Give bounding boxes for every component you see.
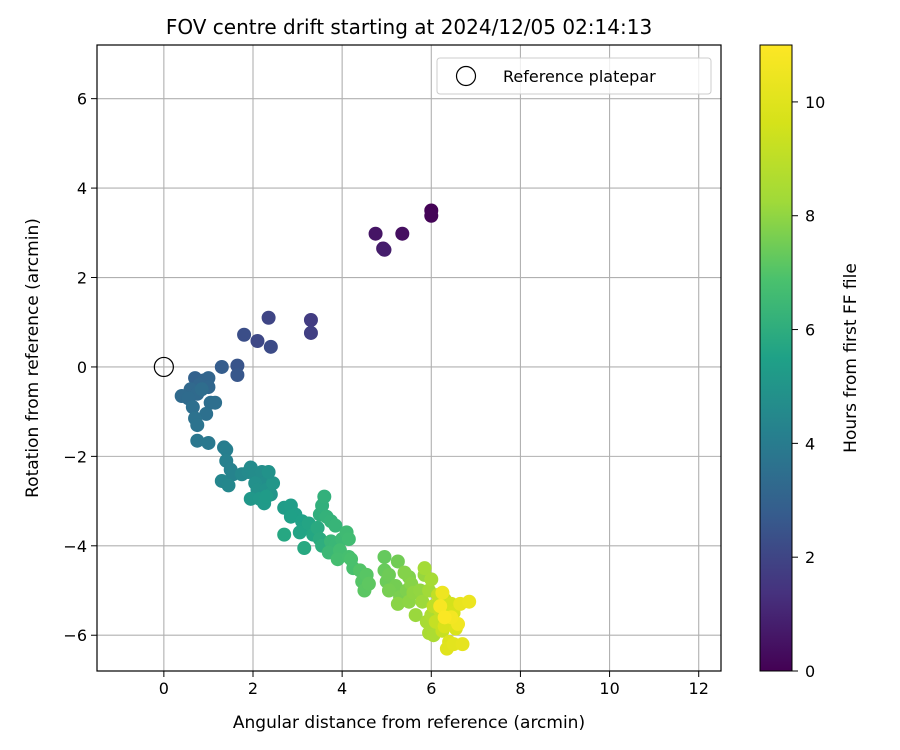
data-point <box>424 572 439 587</box>
data-point <box>263 339 278 354</box>
y-axis-ticks: −6 −4 −2 0 2 4 6 <box>63 90 97 645</box>
data-point <box>417 561 432 576</box>
data-point <box>194 382 209 397</box>
colorbar-tick-label: 8 <box>805 207 815 226</box>
data-point <box>368 226 383 241</box>
data-point <box>201 435 216 450</box>
colorbar-label: Hours from first FF file <box>841 263 861 453</box>
data-point <box>397 565 412 580</box>
data-point <box>303 325 318 340</box>
data-point <box>297 541 312 556</box>
data-point <box>250 334 265 349</box>
plot-frame <box>96 44 722 672</box>
data-point <box>283 509 298 524</box>
reference-point <box>153 356 174 378</box>
colorbar-tick-label: 4 <box>805 434 815 453</box>
data-point <box>377 549 392 564</box>
data-point <box>277 527 292 542</box>
data-point <box>237 327 252 342</box>
chart-title: FOV centre drift starting at 2024/12/05 … <box>166 15 652 39</box>
data-point <box>214 359 229 374</box>
y-tick-label: 6 <box>77 90 87 109</box>
x-tick-label: 6 <box>426 679 436 698</box>
legend-box <box>436 57 712 95</box>
y-tick-label: −4 <box>63 537 87 556</box>
data-point <box>221 478 236 493</box>
data-point <box>433 599 448 614</box>
colorbar-gradient <box>759 44 793 672</box>
data-point <box>390 596 405 611</box>
legend-marker <box>455 65 477 87</box>
x-tick-label: 2 <box>248 679 258 698</box>
data-point <box>381 583 396 598</box>
x-tick-label: 4 <box>337 679 347 698</box>
colorbar-tick-label: 0 <box>805 662 815 681</box>
data-point <box>199 406 214 421</box>
y-tick-label: 0 <box>77 358 87 377</box>
scatter-points <box>174 203 477 656</box>
data-point <box>377 242 392 257</box>
data-point <box>185 400 200 415</box>
data-point <box>230 367 245 382</box>
data-point <box>361 576 376 591</box>
grid-lines <box>97 45 721 671</box>
legend: Reference platepar <box>436 57 712 95</box>
colorbar-tick-label: 2 <box>805 548 815 567</box>
data-point <box>266 476 281 491</box>
data-point <box>317 489 332 504</box>
data-point <box>330 552 345 567</box>
data-point <box>408 608 423 623</box>
data-point <box>190 433 205 448</box>
colorbar-ticks: 0 2 4 6 8 10 <box>792 93 825 681</box>
data-point <box>219 442 234 457</box>
data-point <box>303 312 318 327</box>
data-point <box>261 310 276 325</box>
colorbar: 0 2 4 6 8 10 Hours from first FF file <box>759 44 861 681</box>
data-point <box>292 525 307 540</box>
data-point <box>341 532 356 547</box>
colorbar-tick-label: 10 <box>805 93 825 112</box>
data-point <box>208 395 223 410</box>
y-axis-label: Rotation from reference (arcmin) <box>23 218 43 498</box>
data-point <box>190 418 205 433</box>
x-axis-label: Angular distance from reference (arcmin) <box>233 713 585 733</box>
data-point <box>328 518 343 533</box>
reference-marker <box>153 356 174 378</box>
y-tick-label: 4 <box>77 179 87 198</box>
data-point <box>390 554 405 569</box>
legend-label: Reference platepar <box>503 67 656 86</box>
data-point <box>395 226 410 241</box>
data-point <box>259 489 274 504</box>
data-point <box>344 552 359 567</box>
y-tick-label: −6 <box>63 626 87 645</box>
data-point <box>424 208 439 223</box>
x-tick-label: 8 <box>515 679 525 698</box>
x-axis-ticks: 0 2 4 6 8 10 12 <box>159 671 709 698</box>
x-tick-label: 12 <box>689 679 709 698</box>
data-point <box>261 465 276 480</box>
y-tick-label: 2 <box>77 269 87 288</box>
colorbar-tick-label: 6 <box>805 321 815 340</box>
data-point <box>455 637 470 652</box>
data-point <box>437 610 452 625</box>
data-point <box>462 594 477 609</box>
y-tick-label: −2 <box>63 447 87 466</box>
data-point <box>381 567 396 582</box>
data-point <box>435 585 450 600</box>
data-point <box>415 594 430 609</box>
data-point <box>310 520 325 535</box>
x-tick-label: 10 <box>599 679 619 698</box>
x-tick-label: 0 <box>159 679 169 698</box>
